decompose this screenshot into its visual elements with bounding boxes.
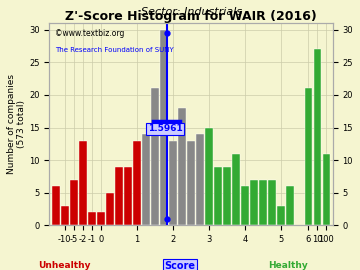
Text: Sector: Industrials: Sector: Industrials xyxy=(140,7,242,17)
Bar xyxy=(251,180,258,225)
Bar xyxy=(97,212,105,225)
Text: The Research Foundation of SUNY: The Research Foundation of SUNY xyxy=(55,48,174,53)
Bar xyxy=(187,141,195,225)
Bar xyxy=(133,141,141,225)
Bar xyxy=(160,30,168,225)
Bar xyxy=(287,186,294,225)
Bar xyxy=(52,186,60,225)
Bar xyxy=(232,154,240,225)
Bar xyxy=(115,167,123,225)
Bar xyxy=(124,167,132,225)
Text: ©www.textbiz.org: ©www.textbiz.org xyxy=(55,29,125,38)
Bar xyxy=(323,154,330,225)
Bar xyxy=(88,212,96,225)
Text: Healthy: Healthy xyxy=(268,261,308,269)
Bar xyxy=(269,180,276,225)
Bar xyxy=(196,134,204,225)
Bar xyxy=(151,88,159,225)
Bar xyxy=(178,108,186,225)
Bar xyxy=(106,193,114,225)
Title: Z'-Score Histogram for WAIR (2016): Z'-Score Histogram for WAIR (2016) xyxy=(65,10,317,23)
Bar xyxy=(314,49,321,225)
Bar xyxy=(305,88,312,225)
Bar xyxy=(278,206,285,225)
Bar xyxy=(169,141,177,225)
Bar xyxy=(61,206,69,225)
Bar xyxy=(142,134,150,225)
Bar xyxy=(260,180,267,225)
Bar xyxy=(241,186,249,225)
Bar xyxy=(70,180,78,225)
Text: Unhealthy: Unhealthy xyxy=(39,261,91,269)
Text: Score: Score xyxy=(165,261,195,270)
Bar xyxy=(223,167,231,225)
Bar xyxy=(205,127,213,225)
Bar xyxy=(79,141,87,225)
Text: 1.5961: 1.5961 xyxy=(148,124,183,133)
Y-axis label: Number of companies
(573 total): Number of companies (573 total) xyxy=(7,74,26,174)
Bar xyxy=(214,167,222,225)
